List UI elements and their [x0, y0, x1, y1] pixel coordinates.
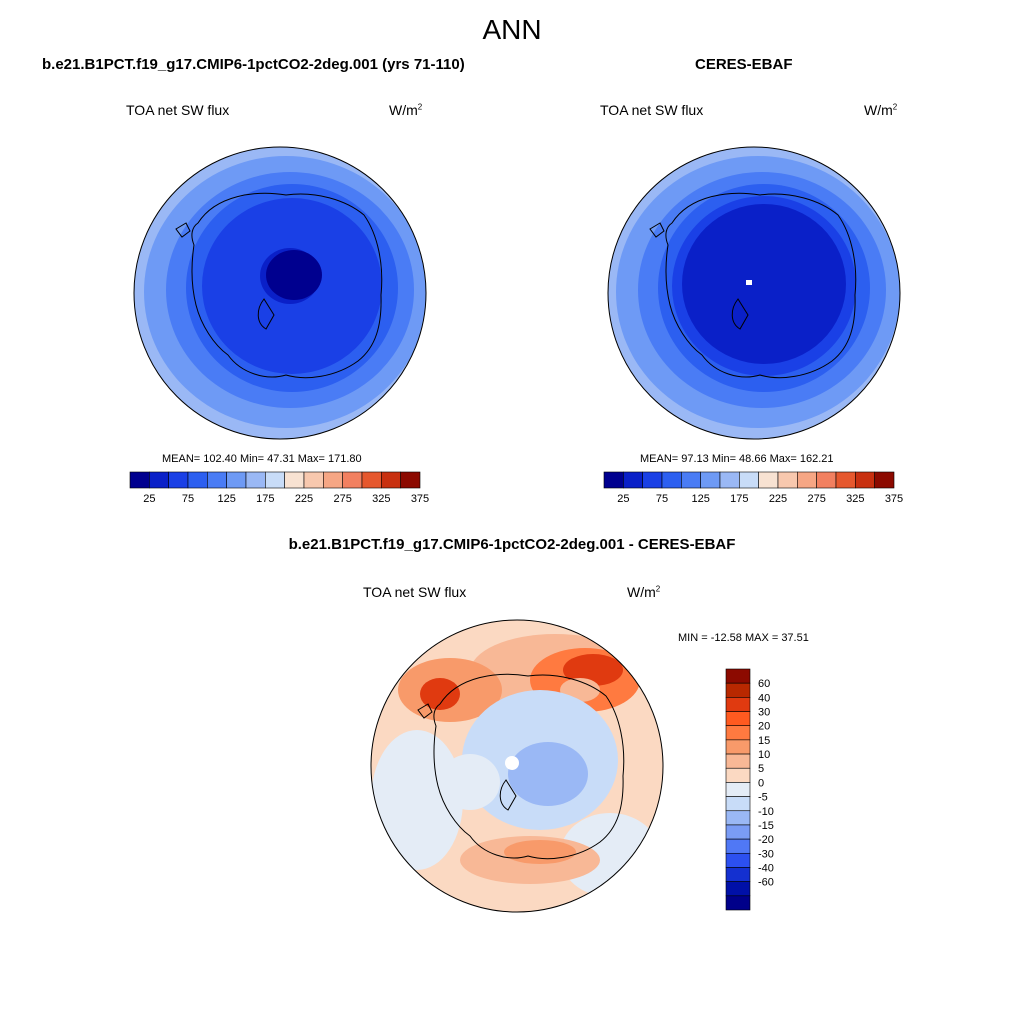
obs-colorbar-swatch — [777, 471, 798, 489]
model-colorbar-swatch — [284, 471, 305, 489]
diff-colorbar-swatch — [725, 838, 751, 854]
diff-colorbar-tick-label: 40 — [758, 692, 770, 704]
obs-colorbar-swatch — [681, 471, 701, 489]
diff-colorbar: 60 40 30 20 15 10 5 0 -5 -10 -15 -20 -30 -40 -60 — [725, 668, 774, 911]
model-colorbar-tick-label: 225 — [295, 493, 313, 505]
obs-colorbar-swatch — [797, 471, 817, 489]
diff-units-label: W/m2 — [627, 584, 661, 600]
diff-colorbar-tick-label: -30 — [758, 848, 774, 860]
diff-colorbar-swatch — [725, 810, 751, 826]
model-colorbar-tick-label: 25 — [143, 493, 155, 505]
model-colorbar-swatch — [245, 471, 266, 489]
diff-stats: MIN = -12.58 MAX = 37.51 — [678, 632, 809, 644]
model-colorbar-swatch — [381, 471, 401, 489]
model-colorbar-swatch — [303, 471, 324, 489]
diff-colorbar-swatch — [725, 697, 751, 712]
obs-colorbar-tick-label: 275 — [807, 493, 825, 505]
obs-colorbar-tick-label: 75 — [656, 493, 668, 505]
diff-colorbar-swatch — [725, 668, 751, 684]
obs-colorbar-swatch — [835, 471, 856, 489]
model-colorbar-swatch — [342, 471, 363, 489]
obs-colorbar-tick-label: 25 — [617, 493, 629, 505]
obs-colorbar-swatch — [623, 471, 643, 489]
obs-colorbar-swatch — [719, 471, 740, 489]
diff-polar-map — [371, 620, 663, 912]
obs-colorbar-swatch — [816, 471, 837, 489]
obs-variable-label: TOA net SW flux — [600, 102, 704, 118]
model-colorbar-swatch — [323, 471, 343, 489]
model-stats: MEAN= 102.40 Min= 47.31 Max= 171.80 — [162, 453, 362, 465]
model-colorbar-swatch — [400, 471, 421, 489]
diff-colorbar-swatch — [725, 796, 751, 812]
obs-colorbar-swatch — [700, 471, 721, 489]
model-colorbar: 25 75 125 175 225 275 325 375 — [129, 471, 429, 505]
obs-case-title: CERES-EBAF — [695, 56, 793, 73]
diff-colorbar-swatch — [725, 782, 751, 797]
model-colorbar-swatch — [207, 471, 227, 489]
diff-colorbar-tick-label: 10 — [758, 749, 770, 761]
model-colorbar-tick-label: 375 — [411, 493, 429, 505]
obs-stats: MEAN= 97.13 Min= 48.66 Max= 162.21 — [640, 453, 834, 465]
figure-title: ANN — [482, 14, 542, 45]
model-polar-map — [134, 147, 426, 439]
model-colorbar-swatch — [187, 471, 208, 489]
obs-colorbar-swatch — [874, 471, 895, 489]
diff-colorbar-swatch — [725, 711, 751, 727]
diff-colorbar-tick-label: 20 — [758, 721, 770, 733]
model-case-title: b.e21.B1PCT.f19_g17.CMIP6-1pctCO2-2deg.0… — [42, 56, 465, 73]
obs-colorbar-tick-label: 225 — [769, 493, 787, 505]
model-colorbar-tick-label: 325 — [372, 493, 390, 505]
obs-colorbar-tick-label: 325 — [846, 493, 864, 505]
diff-colorbar-swatch — [725, 725, 751, 741]
diff-colorbar-swatch — [725, 881, 751, 897]
model-units-label: W/m2 — [389, 102, 423, 118]
diff-colorbar-tick-label: 60 — [758, 678, 770, 690]
model-colorbar-tick-label: 125 — [217, 493, 235, 505]
diff-colorbar-swatch — [725, 867, 751, 882]
model-colorbar-swatch — [265, 471, 285, 489]
obs-colorbar-swatch — [758, 471, 779, 489]
obs-colorbar: 25 75 125 175 225 275 325 375 — [603, 471, 903, 505]
model-variable-label: TOA net SW flux — [126, 102, 230, 118]
diff-colorbar-swatch — [725, 824, 751, 840]
model-colorbar-tick-label: 175 — [256, 493, 274, 505]
diff-colorbar-swatch — [725, 682, 751, 698]
model-colorbar-swatch — [168, 471, 189, 489]
diff-colorbar-swatch — [725, 739, 751, 755]
diff-colorbar-swatch — [725, 895, 751, 911]
diff-colorbar-tick-label: -5 — [758, 792, 768, 804]
obs-colorbar-swatch — [642, 471, 663, 489]
diff-colorbar-tick-label: -40 — [758, 862, 774, 874]
obs-colorbar-swatch — [661, 471, 682, 489]
diff-colorbar-tick-label: -15 — [758, 820, 774, 832]
diff-colorbar-tick-label: -20 — [758, 834, 774, 846]
model-colorbar-swatch — [226, 471, 247, 489]
obs-colorbar-tick-label: 125 — [691, 493, 709, 505]
obs-colorbar-swatch — [855, 471, 875, 489]
diff-colorbar-tick-label: 30 — [758, 707, 770, 719]
model-colorbar-swatch — [361, 471, 382, 489]
obs-colorbar-swatch — [603, 471, 624, 489]
model-colorbar-swatch — [129, 471, 150, 489]
diff-colorbar-tick-label: 15 — [758, 735, 770, 747]
model-colorbar-tick-label: 275 — [333, 493, 351, 505]
model-colorbar-swatch — [149, 471, 169, 489]
obs-colorbar-tick-label: 175 — [730, 493, 748, 505]
diff-colorbar-swatch — [725, 852, 751, 868]
diff-colorbar-tick-label: -10 — [758, 806, 774, 818]
diff-colorbar-swatch — [725, 767, 751, 783]
diff-colorbar-tick-label: 5 — [758, 763, 764, 775]
obs-units-label: W/m2 — [864, 102, 898, 118]
diff-colorbar-tick-label: -60 — [758, 877, 774, 889]
diff-colorbar-tick-label: 0 — [758, 777, 764, 789]
diff-variable-label: TOA net SW flux — [363, 584, 467, 600]
obs-colorbar-tick-label: 375 — [885, 493, 903, 505]
obs-polar-map — [608, 147, 900, 439]
diff-colorbar-swatch — [725, 753, 751, 769]
diff-case-title: b.e21.B1PCT.f19_g17.CMIP6-1pctCO2-2deg.0… — [288, 536, 736, 553]
obs-colorbar-swatch — [739, 471, 759, 489]
model-colorbar-tick-label: 75 — [182, 493, 194, 505]
